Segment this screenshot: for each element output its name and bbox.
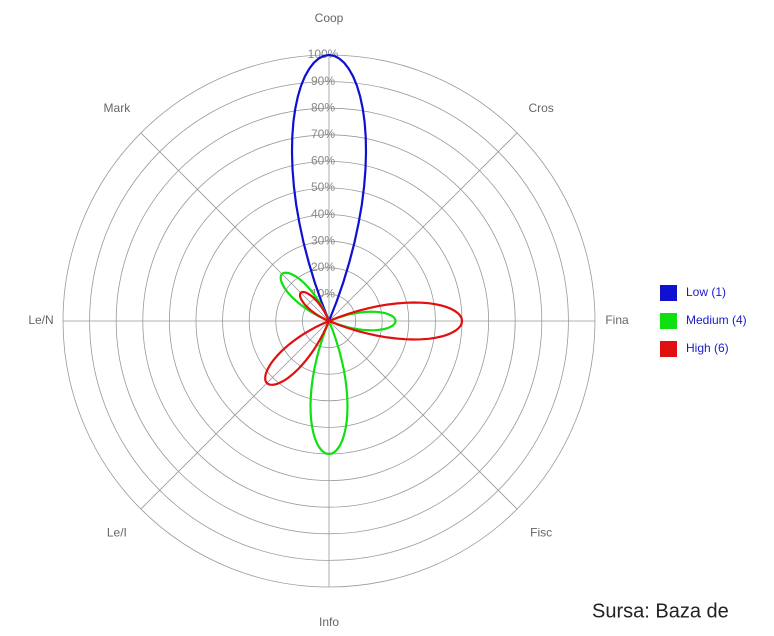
- legend-label: High (6): [686, 341, 729, 355]
- tick-label: 20%: [311, 260, 335, 274]
- category-label: Fina: [605, 313, 629, 327]
- legend-swatch: [660, 285, 677, 301]
- category-label: Info: [319, 615, 339, 629]
- spoke: [328, 132, 518, 322]
- category-label: Le/N: [28, 313, 53, 327]
- petal: [298, 290, 332, 324]
- petal: [279, 271, 332, 324]
- spoke: [140, 132, 330, 322]
- petal: [264, 318, 332, 386]
- spoke: [140, 320, 330, 510]
- legend-swatch: [660, 313, 677, 329]
- tick-label: 100%: [308, 47, 339, 61]
- petal: [325, 310, 397, 332]
- legend: Low (1) Medium (4) High (6): [660, 285, 747, 357]
- legend-swatch: [660, 341, 677, 357]
- tick-label: 50%: [311, 180, 335, 194]
- petal: [325, 301, 464, 341]
- category-label: Le/I: [107, 525, 127, 539]
- source-note: Sursa: Baza de: [592, 600, 729, 622]
- category-label: Cros: [528, 101, 553, 115]
- legend-label: Low (1): [686, 285, 726, 299]
- spoke: [328, 320, 518, 510]
- tick-label: 70%: [311, 127, 335, 141]
- category-label: Coop: [315, 11, 344, 25]
- tick-label: 90%: [311, 74, 335, 88]
- category-label: Mark: [104, 101, 132, 115]
- tick-label: 80%: [311, 100, 335, 114]
- tick-label: 60%: [311, 154, 335, 168]
- petal: [309, 317, 349, 456]
- tick-label: 30%: [311, 233, 335, 247]
- category-label: Fisc: [530, 525, 552, 539]
- tick-label: 40%: [311, 207, 335, 221]
- petal: [290, 53, 368, 325]
- legend-label: Medium (4): [686, 313, 747, 327]
